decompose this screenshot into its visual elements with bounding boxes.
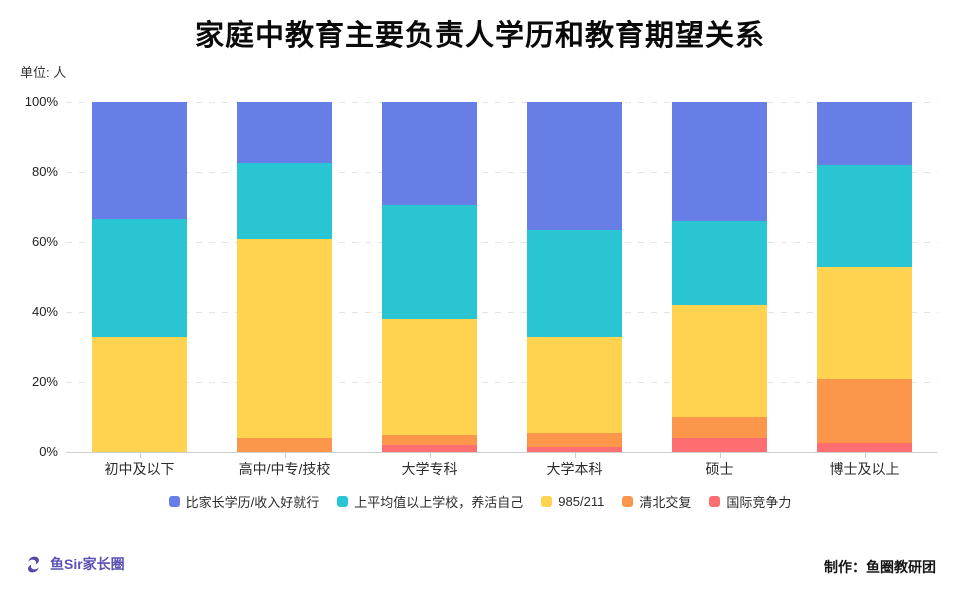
bar-column — [672, 102, 767, 458]
bar-column — [382, 102, 477, 458]
bar-column — [92, 102, 187, 458]
x-axis-label: 大学本科 — [546, 461, 603, 477]
y-axis-labels: 100% 80% 60% 40% 20% 0% — [0, 94, 58, 459]
bar-column — [237, 102, 332, 458]
bar-segment-orange[interactable] — [817, 378, 912, 444]
bar-segment-blue[interactable] — [92, 102, 187, 220]
bar-segment-blue[interactable] — [672, 102, 767, 221]
bar-segment-teal[interactable] — [672, 221, 767, 305]
x-axis-tick — [284, 453, 286, 458]
legend-swatch-icon — [337, 496, 349, 507]
x-axis-label: 博士及以上 — [829, 461, 900, 477]
bar-segment-teal[interactable] — [382, 205, 477, 319]
x-axis-labels: 初中及以下 高中/中专/技校 大学专科 大学本科 硕士 博士及以上 — [66, 459, 938, 479]
legend-label: 985/211 — [558, 494, 605, 509]
bar-segment-red[interactable] — [672, 438, 767, 452]
bar-segment-blue[interactable] — [817, 102, 912, 165]
bar-segment-red[interactable] — [527, 446, 622, 452]
x-axis-label: 硕士 — [705, 461, 734, 477]
gridline — [66, 312, 938, 313]
gridline — [66, 172, 938, 173]
x-axis-label: 初中及以下 — [104, 461, 175, 477]
y-tick-label: 20% — [31, 374, 58, 389]
chart-plot — [66, 102, 938, 458]
bar-segment-blue[interactable] — [382, 102, 477, 206]
bar-segment-red[interactable] — [817, 443, 912, 452]
legend-item[interactable]: 上平均值以上学校，养活自己 — [337, 492, 523, 511]
legend-swatch-icon — [168, 496, 180, 507]
bar-segment-yellow[interactable] — [527, 336, 622, 433]
x-axis-label: 大学专科 — [401, 461, 458, 477]
bar-segment-orange[interactable] — [237, 438, 332, 452]
legend-swatch-icon — [709, 496, 721, 507]
footer-credit: 制作：鱼圈教研团 — [824, 559, 936, 575]
bar-segment-teal[interactable] — [92, 219, 187, 337]
footer-brand: 鱼Sir家长圈 — [24, 554, 125, 574]
x-axis-label: 高中/中专/技校 — [238, 461, 331, 477]
bar-column — [527, 102, 622, 458]
bar-segment-orange[interactable] — [527, 432, 622, 447]
bar-segment-yellow[interactable] — [817, 266, 912, 379]
gridline — [66, 102, 938, 103]
x-axis-line — [66, 452, 938, 453]
bar-column — [817, 102, 912, 458]
bar-segment-teal[interactable] — [817, 165, 912, 267]
y-tick-label: 100% — [24, 94, 58, 109]
y-tick-label: 80% — [31, 164, 58, 179]
legend-item[interactable]: 比家长学历/收入好就行 — [168, 492, 320, 511]
bar-segment-teal[interactable] — [527, 229, 622, 337]
chart-title: 家庭中教育主要负责人学历和教育期望关系 — [194, 20, 765, 52]
legend: 比家长学历/收入好就行 上平均值以上学校，养活自己 985/211 清北交复 国际竞争力 — [0, 492, 960, 511]
x-axis-tick — [139, 453, 141, 458]
bar-segment-yellow[interactable] — [237, 238, 332, 438]
legend-label: 国际竞争力 — [726, 495, 792, 510]
legend-item[interactable]: 清北交复 — [622, 492, 691, 511]
x-axis-tick — [574, 453, 576, 458]
x-axis-tick — [864, 453, 866, 458]
bars-row — [66, 102, 938, 458]
legend-swatch-icon — [541, 496, 553, 507]
unit-label: 单位: 人 — [20, 65, 67, 80]
bar-segment-blue[interactable] — [527, 102, 622, 230]
bar-segment-orange[interactable] — [672, 417, 767, 438]
legend-swatch-icon — [622, 496, 634, 507]
legend-label: 清北交复 — [639, 495, 692, 510]
y-tick-label: 0% — [39, 444, 58, 459]
gridline — [66, 242, 938, 243]
x-axis-tick — [719, 453, 721, 458]
x-axis-tick — [429, 453, 431, 458]
bar-segment-yellow[interactable] — [92, 336, 187, 452]
legend-item[interactable]: 国际竞争力 — [709, 492, 791, 511]
bar-segment-yellow[interactable] — [382, 319, 477, 435]
bar-segment-teal[interactable] — [237, 163, 332, 239]
bar-segment-orange[interactable] — [382, 434, 477, 445]
bar-segment-blue[interactable] — [237, 102, 332, 164]
bar-segment-red[interactable] — [382, 445, 477, 452]
brand-name: 鱼Sir家长圈 — [50, 556, 125, 572]
fish-swirl-logo-icon — [24, 555, 43, 574]
legend-label: 上平均值以上学校，养活自己 — [354, 495, 524, 510]
y-tick-label: 40% — [31, 304, 58, 319]
y-tick-label: 60% — [31, 234, 58, 249]
legend-item[interactable]: 985/211 — [541, 494, 604, 509]
bar-segment-yellow[interactable] — [672, 305, 767, 417]
legend-label: 比家长学历/收入好就行 — [185, 495, 320, 510]
gridline — [66, 382, 938, 383]
